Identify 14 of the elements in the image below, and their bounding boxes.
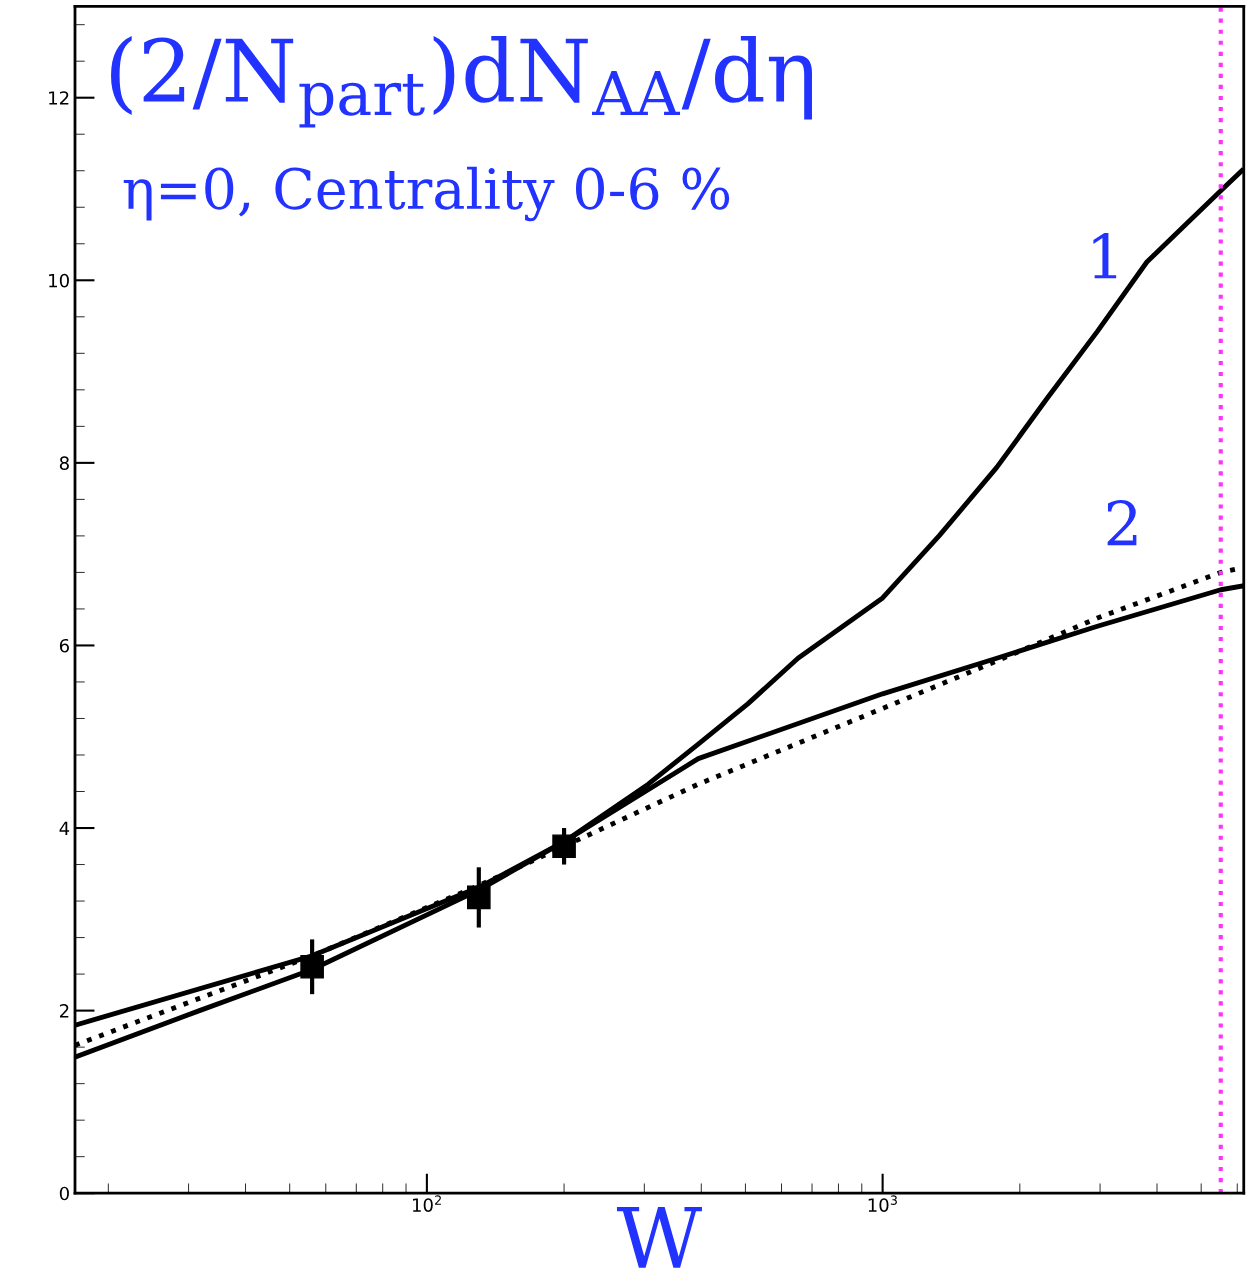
annotation: 2 bbox=[1107, 500, 1137, 546]
y-tick-label: 10 bbox=[49, 273, 69, 288]
annotation: η=0, Centrality 0-6 % bbox=[123, 166, 730, 222]
y-tick-label: 12 bbox=[49, 91, 69, 105]
y-tick-label: 0 bbox=[59, 1186, 69, 1201]
x-tick-label: 10$^{3}$ bbox=[868, 1195, 897, 1212]
y-tick-label: 2 bbox=[59, 1004, 69, 1018]
annotation: (2/N$_{part}$)dN$_{AA}$/dη bbox=[111, 36, 812, 128]
y-tick-label: 8 bbox=[59, 456, 69, 470]
x-tick-label: 10$^{2}$ bbox=[412, 1195, 441, 1212]
y-tick-label: 4 bbox=[59, 821, 70, 835]
x-axis-title: W bbox=[616, 1206, 702, 1268]
annotation: 1 bbox=[1093, 232, 1117, 279]
y-tick-label: 6 bbox=[59, 638, 69, 653]
